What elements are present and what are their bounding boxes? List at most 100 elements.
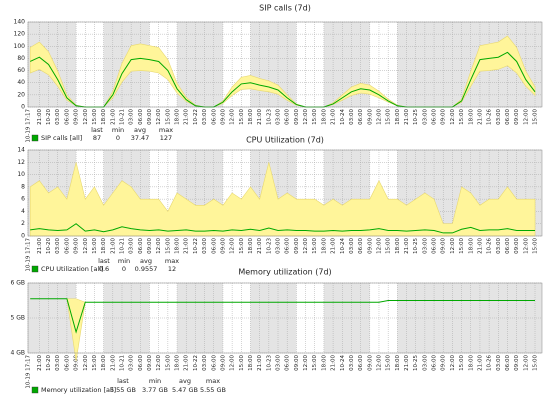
avg-line (30, 298, 536, 334)
x-tick-label: 09:00 (514, 109, 520, 125)
x-tick-label: 10-24 (340, 355, 346, 371)
x-tick-label: 09:00 (74, 355, 80, 371)
legend-value: 5.55 GB (110, 386, 136, 394)
x-tick-label: 18:00 (101, 109, 107, 125)
x-tick-label: 21:00 (331, 355, 337, 371)
x-tick-label: 18:00 (468, 238, 474, 254)
x-tick-label: 21:00 (184, 109, 190, 125)
x-tick-label: 18:00 (321, 355, 327, 371)
x-tick-label: 21:00 (404, 355, 410, 371)
chart-title: CPU Utilization (7d) (246, 136, 324, 145)
y-tick-label: 6 GB (11, 280, 26, 287)
avg-line (30, 223, 536, 234)
y-tick-label: 60 (17, 67, 25, 74)
x-tick-label: 15:00 (312, 355, 318, 371)
x-tick-label: 03:00 (349, 238, 355, 254)
x-tick-label: 18:00 (321, 109, 327, 125)
y-tick-label: 5 GB (11, 315, 26, 322)
legend-value: 0 (116, 134, 120, 142)
legend-header: last (117, 377, 129, 385)
x-tick-label: 15:00 (239, 109, 245, 125)
x-tick-label: 09:00 (294, 238, 300, 254)
x-tick-label: 06:00 (211, 238, 217, 254)
x-tick-label: 03:00 (129, 355, 135, 371)
x-tick-label: 12:00 (450, 355, 456, 371)
x-tick-label: 12:00 (230, 238, 236, 254)
x-tick-label: 15:00 (459, 355, 465, 371)
x-tick-label: 10-20 (46, 238, 52, 254)
x-tick-label: 09:00 (514, 355, 520, 371)
x-tick-label: 10-22 (193, 238, 199, 254)
x-tick-label: 06:00 (64, 355, 70, 371)
x-tick-label: 12:00 (156, 355, 162, 371)
x-tick-label: 10-22 (193, 109, 199, 125)
legend-value: 37.47 (131, 134, 150, 142)
legend-header: max (165, 257, 179, 265)
x-tick-label: 09:00 (441, 109, 447, 125)
x-tick-label: 09:00 (220, 355, 226, 371)
x-tick-label: 10-23 (266, 355, 272, 371)
x-tick-label: 15:00 (239, 355, 245, 371)
x-tick-label: 03:00 (276, 355, 282, 371)
x-tick-label: 21:00 (477, 238, 483, 254)
x-tick-label: 09:00 (514, 238, 520, 254)
x-tick-label: 12:00 (83, 238, 89, 254)
x-tick-label: 03:00 (422, 238, 428, 254)
x-tick-label: 21:00 (257, 238, 263, 254)
x-tick-label: 10-19 17:17 (26, 355, 32, 389)
x-tick-label: 06:00 (211, 355, 217, 371)
x-tick-label: 15:00 (165, 355, 171, 371)
legend-name: CPU Utilization [all] (41, 265, 104, 273)
x-tick-label: 03:00 (202, 355, 208, 371)
legend-header: last (98, 257, 110, 265)
x-tick-label: 21:00 (110, 355, 116, 371)
x-tick-label: 10-24 (340, 238, 346, 254)
x-tick-label: 06:00 (358, 355, 364, 371)
x-tick-label: 10-20 (46, 109, 52, 125)
y-tick-label: 0 (21, 233, 25, 240)
y-tick-label: 2 (21, 220, 25, 227)
x-tick-label: 03:00 (496, 109, 502, 125)
legend-value: 87 (93, 134, 101, 142)
x-tick-label: 09:00 (441, 355, 447, 371)
x-tick-label: 12:00 (376, 109, 382, 125)
x-tick-label: 18:00 (395, 109, 401, 125)
x-tick-label: 06:00 (505, 355, 511, 371)
x-tick-label: 18:00 (248, 238, 254, 254)
x-tick-label: 03:00 (349, 109, 355, 125)
x-tick-label: 18:00 (395, 238, 401, 254)
x-tick-label: 15:00 (386, 109, 392, 125)
x-tick-label: 18:00 (468, 109, 474, 125)
x-tick-label: 06:00 (285, 238, 291, 254)
x-tick-label: 12:00 (156, 109, 162, 125)
x-tick-label: 10-19 17:17 (26, 238, 32, 272)
x-tick-label: 18:00 (175, 238, 181, 254)
x-tick-label: 10-25 (413, 238, 419, 254)
legend-swatch (31, 386, 39, 394)
x-tick-label: 12:00 (523, 238, 529, 254)
x-tick-label: 15:00 (312, 109, 318, 125)
plot-border (27, 282, 543, 354)
legend-header: avg (179, 377, 191, 385)
x-tick-label: 12:00 (230, 109, 236, 125)
x-tick-label: 03:00 (496, 355, 502, 371)
x-tick-label: 06:00 (138, 109, 144, 125)
x-tick-label: 03:00 (496, 238, 502, 254)
x-tick-label: 09:00 (147, 109, 153, 125)
x-tick-label: 03:00 (422, 355, 428, 371)
y-tick-label: 140 (14, 19, 26, 26)
plot-border (27, 21, 543, 108)
legend-header: max (206, 377, 220, 385)
legend-value: 127 (160, 134, 172, 142)
x-tick-label: 10-23 (266, 238, 272, 254)
x-tick-label: 15:00 (533, 238, 539, 254)
legend-header: avg (134, 126, 146, 134)
x-tick-label: 12:00 (450, 109, 456, 125)
x-tick-label: 21:00 (257, 355, 263, 371)
y-tick-label: 4 GB (11, 350, 26, 357)
x-tick-label: 15:00 (386, 238, 392, 254)
x-tick-label: 10-19 17:17 (26, 109, 32, 143)
x-tick-label: 06:00 (358, 109, 364, 125)
legend-swatch (31, 265, 39, 273)
x-tick-label: 10-21 (119, 355, 125, 371)
